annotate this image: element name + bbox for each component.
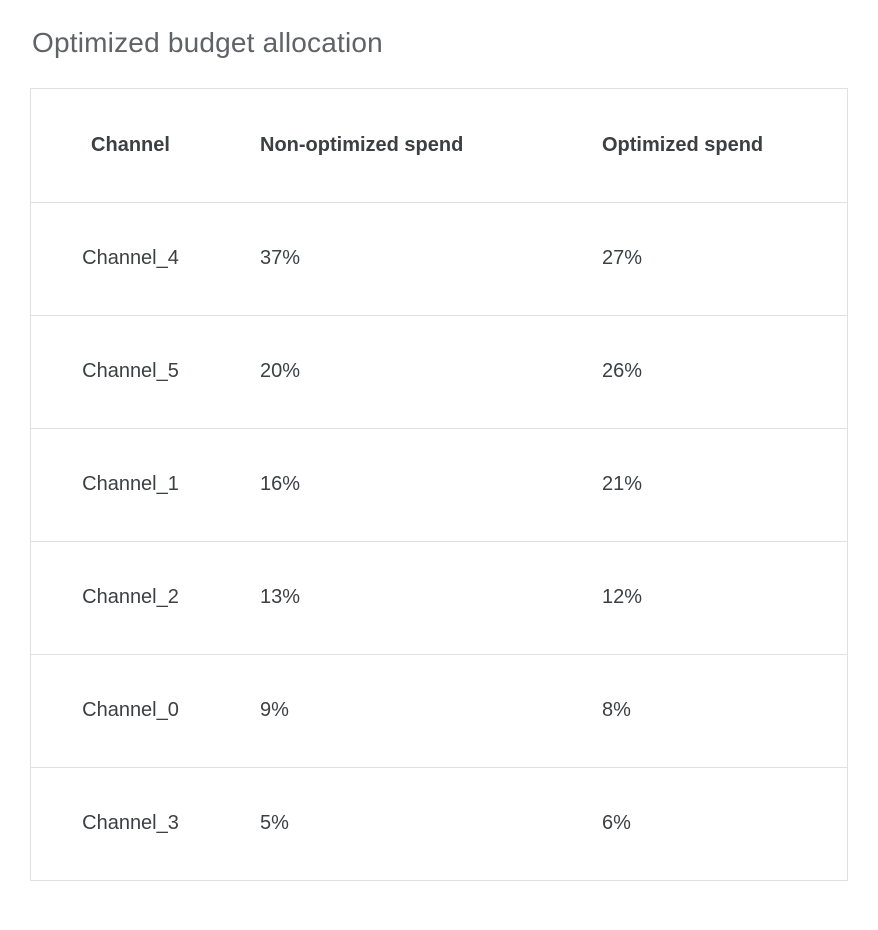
cell-optimized: 21% [572,428,847,542]
cell-channel: Channel_4 [31,202,230,316]
page-title: Optimized budget allocation [32,27,383,58]
table-row: Channel_5 20% 26% [31,315,847,429]
cell-non-optimized: 5% [260,812,289,835]
table-header-row: Channel Non-optimized spend Optimized sp… [31,89,847,203]
cell-channel: Channel_3 [82,812,179,835]
header-optimized-spend: Optimized spend [572,89,847,203]
table-row: Channel_0 9% 8% [31,654,847,768]
cell-optimized: 26% [572,315,847,429]
cell-non-optimized: 20% [230,315,572,429]
table-row: Channel_3 5% 6% [31,767,847,880]
cell-non-optimized: 9% [230,654,572,768]
cell-non-optimized: 13% [230,541,572,655]
table-row: Channel_1 16% 21% [31,428,847,542]
cell-optimized: 6% [602,812,631,835]
cell-channel: Channel_0 [31,654,230,768]
table-row: Channel_2 13% 12% [31,541,847,655]
cell-non-optimized: 37% [230,202,572,316]
cell-channel: Channel_2 [31,541,230,655]
cell-channel: Channel_5 [31,315,230,429]
table-row: Channel_4 37% 27% [31,202,847,316]
header-channel: Channel [31,89,230,203]
cell-optimized: 8% [572,654,847,768]
header-non-optimized-spend: Non-optimized spend [230,89,572,203]
cell-optimized: 12% [572,541,847,655]
budget-table: Channel Non-optimized spend Optimized sp… [31,89,847,880]
table-header: Channel Non-optimized spend Optimized sp… [31,89,847,203]
table-body: Channel_4 37% 27% Channel_5 20% 26% Chan… [31,202,847,880]
budget-table-container: Channel Non-optimized spend Optimized sp… [30,88,848,881]
cell-non-optimized: 16% [230,428,572,542]
cell-channel: Channel_1 [31,428,230,542]
cell-optimized: 27% [572,202,847,316]
